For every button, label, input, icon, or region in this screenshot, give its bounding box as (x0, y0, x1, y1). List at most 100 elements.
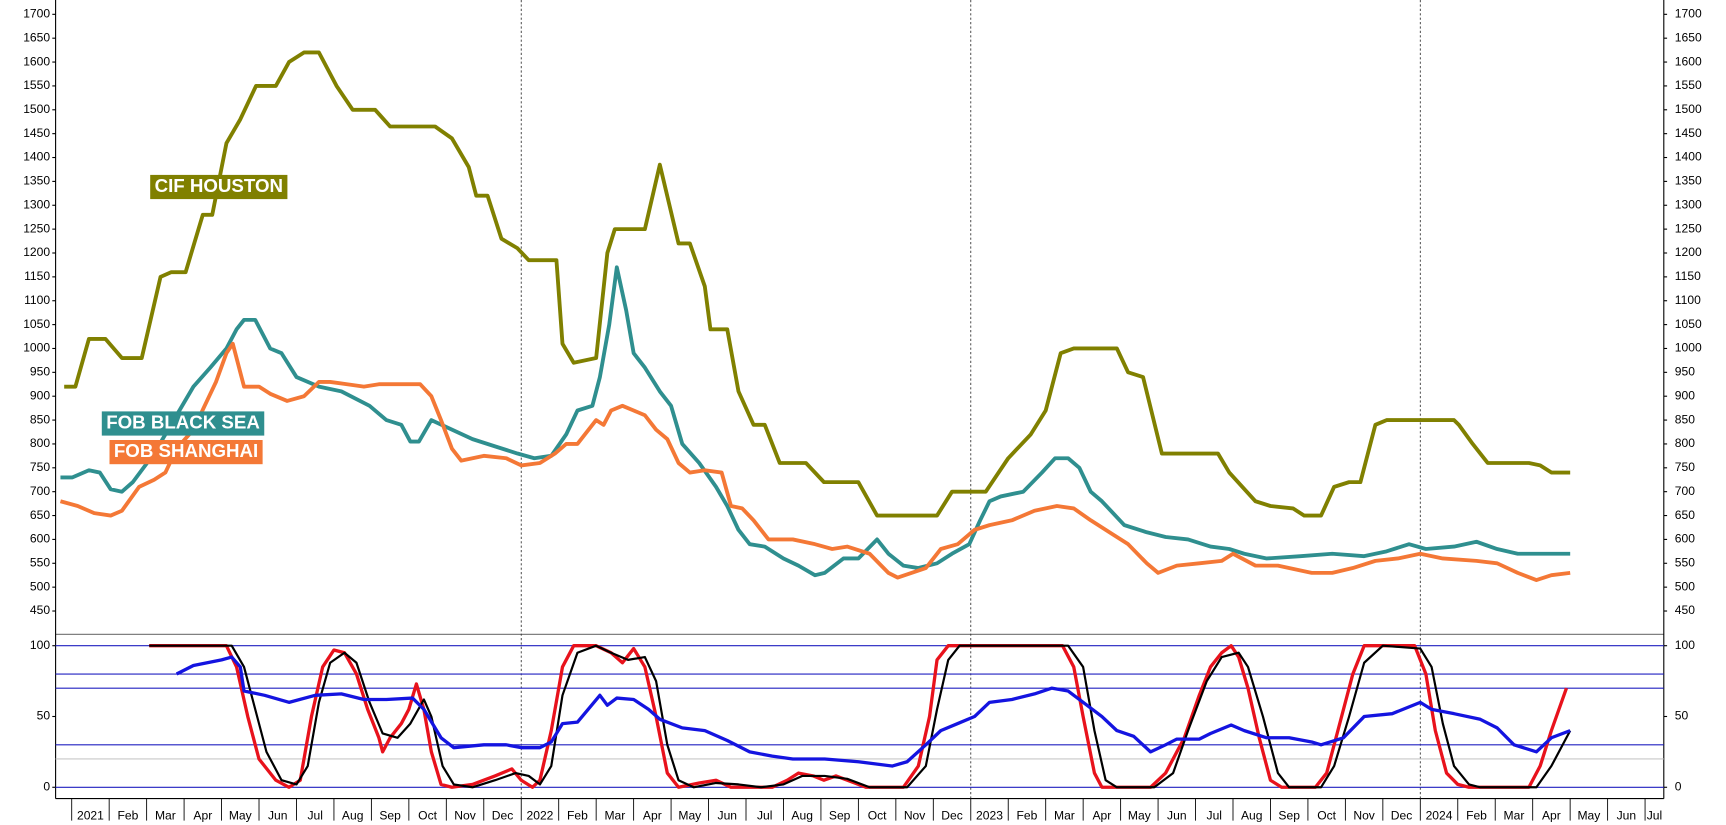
x-tick-label: Jul (1647, 808, 1662, 822)
y-tick-label: 0 (43, 779, 50, 793)
y-tick-label: 1350 (23, 174, 50, 188)
series-line (59, 341, 1571, 582)
series-line (149, 644, 1572, 789)
y-tick-label: 1000 (23, 341, 50, 355)
y2-tick-label: 1250 (1675, 221, 1702, 235)
y2-tick-label: 650 (1675, 508, 1695, 522)
x-tick-label: May (1577, 808, 1601, 822)
x-tick-label: Apr (1092, 808, 1111, 822)
x-tick-label: Mar (1504, 808, 1525, 822)
series-line (64, 50, 1571, 518)
y2-tick-label: 550 (1675, 555, 1695, 569)
x-tick-label: Sep (1278, 808, 1300, 822)
y2-tick-label: 1450 (1675, 126, 1702, 140)
x-tick-label: Apr (193, 808, 212, 822)
x-tick-label: Oct (1317, 808, 1336, 822)
y-tick-label: 1650 (23, 30, 50, 44)
x-tick-label: Sep (829, 808, 851, 822)
x-tick-label: Feb (1466, 808, 1487, 822)
y2-tick-label: 500 (1675, 579, 1695, 593)
x-tick-label: Jul (1207, 808, 1222, 822)
x-tick-label: Oct (868, 808, 887, 822)
series-line (60, 265, 1571, 578)
y2-tick-label: 950 (1675, 365, 1695, 379)
x-tick-label: Jun (1617, 808, 1637, 822)
y2-tick-label: 1200 (1675, 245, 1702, 259)
y-tick-label: 600 (30, 532, 50, 546)
x-tick-label: Dec (1391, 808, 1413, 822)
y2-tick-label: 900 (1675, 388, 1695, 402)
x-tick-label: May (229, 808, 253, 822)
y2-tick-label: 1550 (1675, 78, 1702, 92)
y-tick-label: 1500 (23, 102, 50, 116)
x-tick-label: 2023 (976, 808, 1003, 822)
x-tick-label: May (678, 808, 702, 822)
y-tick-label: 800 (30, 436, 50, 450)
y-tick-label: 700 (30, 484, 50, 498)
y-tick-label: 1300 (23, 197, 50, 211)
x-tick-label: Oct (418, 808, 437, 822)
series-label-text: CIF HOUSTON (155, 175, 283, 196)
x-tick-label: Nov (904, 808, 926, 822)
y-tick-label: 450 (30, 603, 50, 617)
x-tick-label: Aug (1241, 808, 1263, 822)
series-label: CIF HOUSTON (150, 174, 288, 200)
y-tick-label: 1150 (24, 269, 50, 283)
y-tick-label: 1200 (23, 245, 50, 259)
x-tick-label: Nov (1353, 808, 1375, 822)
x-tick-label: Mar (1054, 808, 1075, 822)
y2-tick-label: 800 (1675, 436, 1695, 450)
y-tick-label: 1600 (23, 54, 50, 68)
x-tick-label: Jun (718, 808, 738, 822)
x-tick-label: Apr (643, 808, 662, 822)
series-line (175, 655, 1571, 768)
y-tick-label: 1550 (23, 78, 50, 92)
y-tick-label: 1050 (23, 317, 50, 331)
x-tick-label: Feb (567, 808, 588, 822)
y-tick-label: 750 (30, 460, 50, 474)
y2-tick-label: 1650 (1675, 30, 1702, 44)
y2-tick-label: 1350 (1675, 174, 1702, 188)
x-tick-label: 2021 (77, 808, 104, 822)
y-tick-label: 1700 (23, 7, 50, 21)
x-tick-label: May (1128, 808, 1152, 822)
x-tick-label: Feb (1017, 808, 1038, 822)
y2-tick-label: 0 (1675, 779, 1682, 793)
x-tick-label: Sep (379, 808, 401, 822)
y-tick-label: 1450 (23, 126, 50, 140)
y-tick-label: 550 (30, 555, 50, 569)
y2-tick-label: 1050 (1675, 317, 1702, 331)
x-tick-label: Aug (791, 808, 813, 822)
x-tick-label: Mar (155, 808, 176, 822)
series-label-box (109, 440, 263, 465)
y-tick-label: 1250 (23, 221, 50, 235)
y2-tick-label: 850 (1675, 412, 1695, 426)
x-tick-label: Aug (342, 808, 364, 822)
y-tick-label: 500 (30, 579, 50, 593)
series-label-text: FOB SHANGHAI (114, 440, 258, 461)
x-tick-label: 2022 (527, 808, 554, 822)
x-tick-label: Dec (941, 808, 963, 822)
series-label-text: FOB BLACK SEA (106, 411, 260, 432)
y2-tick-label: 1300 (1675, 197, 1702, 211)
x-tick-label: Mar (604, 808, 625, 822)
y2-tick-label: 450 (1675, 603, 1695, 617)
x-tick-label: Jun (268, 808, 288, 822)
x-tick-label: Nov (454, 808, 476, 822)
y2-tick-label: 750 (1675, 460, 1695, 474)
x-tick-label: Jul (757, 808, 772, 822)
y-tick-label: 950 (30, 365, 50, 379)
y-tick-label: 850 (30, 412, 50, 426)
y2-tick-label: 700 (1675, 484, 1695, 498)
y-tick-label: 900 (30, 388, 50, 402)
y2-tick-label: 1400 (1675, 150, 1702, 164)
x-tick-label: Apr (1542, 808, 1561, 822)
y2-tick-label: 100 (1675, 638, 1695, 652)
series-label-box (101, 411, 265, 436)
x-tick-label: Jul (307, 808, 322, 822)
series-label-box (150, 174, 288, 200)
y2-tick-label: 50 (1675, 709, 1689, 723)
y2-tick-label: 1150 (1675, 269, 1701, 283)
